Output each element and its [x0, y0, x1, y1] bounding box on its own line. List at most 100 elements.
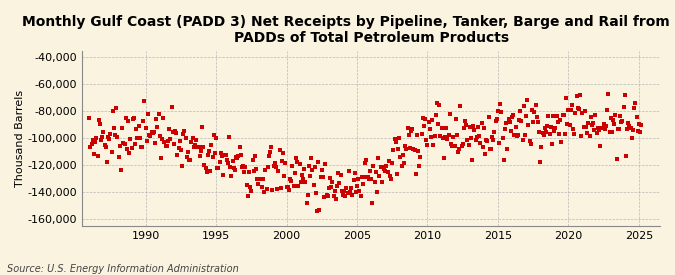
Point: [566, 107, 576, 112]
Point: [236, 152, 246, 157]
Point: [300, 180, 310, 184]
Point: [200, 165, 211, 170]
Point: [192, 145, 202, 149]
Point: [551, 114, 562, 119]
Point: [497, 135, 508, 140]
Point: [561, 96, 572, 100]
Point: [522, 98, 533, 103]
Point: [371, 169, 381, 174]
Point: [88, 152, 99, 156]
Point: [471, 134, 482, 139]
Point: [517, 138, 528, 142]
Point: [184, 158, 194, 163]
Point: [634, 129, 645, 134]
Point: [150, 141, 161, 145]
Point: [186, 139, 197, 144]
Point: [488, 138, 499, 142]
Point: [381, 164, 392, 168]
Point: [163, 139, 173, 143]
Point: [464, 125, 475, 129]
Point: [572, 105, 583, 110]
Point: [155, 134, 165, 138]
Point: [366, 177, 377, 181]
Point: [461, 123, 472, 127]
Point: [226, 174, 237, 178]
Point: [267, 188, 278, 192]
Point: [555, 117, 566, 122]
Point: [177, 164, 188, 168]
Point: [107, 109, 118, 113]
Point: [443, 133, 454, 137]
Point: [309, 164, 320, 169]
Point: [599, 127, 610, 131]
Point: [507, 115, 518, 119]
Point: [131, 126, 142, 131]
Point: [605, 116, 616, 120]
Point: [85, 145, 96, 149]
Point: [374, 174, 385, 178]
Point: [400, 144, 410, 148]
Point: [493, 141, 504, 145]
Point: [119, 142, 130, 146]
Point: [245, 185, 256, 189]
Point: [321, 192, 332, 197]
Point: [606, 130, 617, 134]
Point: [531, 115, 542, 119]
Point: [379, 167, 389, 172]
Point: [364, 169, 375, 173]
Point: [304, 164, 315, 168]
Point: [190, 143, 200, 147]
Point: [489, 130, 500, 134]
Point: [279, 174, 290, 178]
Point: [487, 134, 497, 139]
Point: [534, 130, 545, 134]
Point: [171, 131, 182, 136]
Point: [375, 165, 386, 170]
Point: [496, 110, 507, 115]
Point: [97, 135, 107, 139]
Point: [633, 121, 644, 126]
Point: [603, 91, 614, 96]
Point: [334, 181, 345, 186]
Point: [608, 118, 618, 122]
Point: [601, 124, 612, 128]
Point: [625, 126, 636, 131]
Point: [624, 124, 635, 128]
Point: [560, 132, 570, 136]
Point: [545, 124, 556, 129]
Point: [352, 184, 362, 188]
Point: [166, 105, 177, 110]
Point: [476, 121, 487, 125]
Point: [142, 139, 153, 143]
Point: [480, 151, 491, 156]
Point: [104, 137, 115, 141]
Point: [516, 119, 526, 123]
Point: [385, 174, 396, 178]
Point: [333, 171, 344, 175]
Point: [348, 178, 359, 183]
Point: [225, 164, 236, 169]
Point: [580, 125, 591, 129]
Point: [323, 186, 334, 190]
Point: [429, 133, 440, 138]
Point: [179, 128, 190, 133]
Point: [414, 164, 425, 168]
Point: [390, 140, 401, 145]
Point: [617, 119, 628, 123]
Point: [155, 156, 166, 160]
Point: [307, 168, 318, 172]
Point: [101, 160, 112, 164]
Point: [240, 164, 251, 169]
Point: [304, 174, 315, 178]
Point: [205, 169, 215, 173]
Point: [589, 128, 599, 132]
Point: [231, 155, 242, 160]
Point: [426, 134, 437, 139]
Point: [571, 94, 582, 99]
Point: [628, 128, 639, 132]
Point: [529, 110, 540, 114]
Point: [295, 180, 306, 184]
Point: [526, 108, 537, 112]
Point: [209, 151, 220, 155]
Point: [103, 134, 113, 139]
